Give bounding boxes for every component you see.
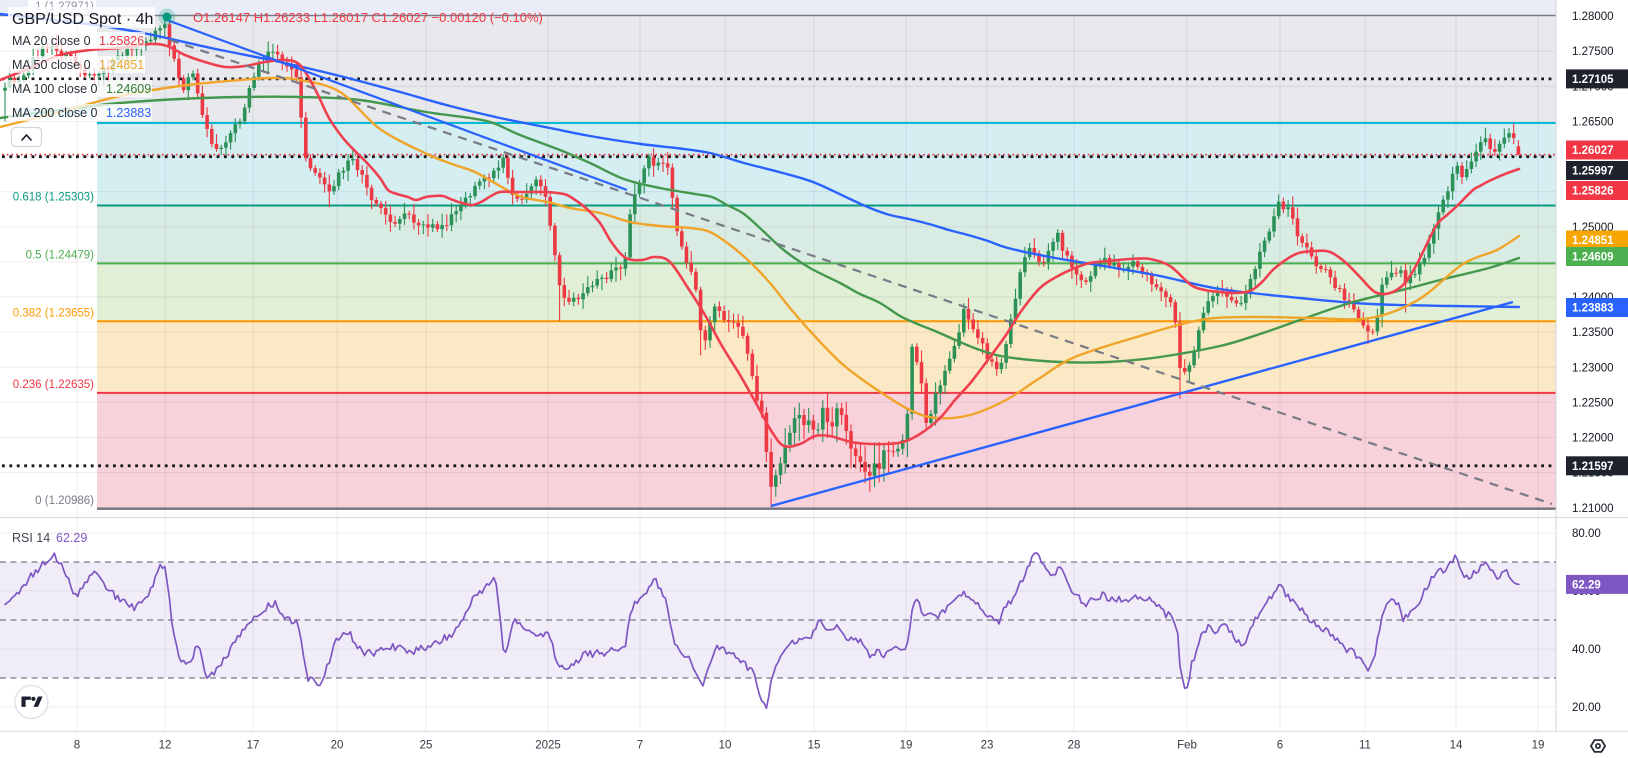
svg-text:1.23000: 1.23000 <box>1572 362 1614 374</box>
svg-text:1.24609: 1.24609 <box>1572 252 1614 264</box>
svg-text:1.27105: 1.27105 <box>1572 74 1614 86</box>
svg-text:MA 200 close 0: MA 200 close 0 <box>12 106 98 120</box>
svg-text:MA 100 close 0: MA 100 close 0 <box>12 82 98 96</box>
svg-text:1.22000: 1.22000 <box>1572 433 1614 445</box>
svg-text:1.21597: 1.21597 <box>1572 461 1614 473</box>
svg-text:2025: 2025 <box>535 740 561 752</box>
svg-text:O1.26147 H1.26233 L1.26017 C1.: O1.26147 H1.26233 L1.26017 C1.26027 −0.0… <box>193 10 543 25</box>
svg-text:0 (1.20986): 0 (1.20986) <box>35 495 94 507</box>
svg-text:1.24851: 1.24851 <box>99 58 144 72</box>
svg-text:1.24609: 1.24609 <box>106 82 151 96</box>
svg-text:0.382 (1.23655): 0.382 (1.23655) <box>13 308 94 320</box>
svg-text:20.00: 20.00 <box>1572 702 1601 714</box>
svg-text:7: 7 <box>637 740 643 752</box>
svg-text:40.00: 40.00 <box>1572 644 1601 656</box>
svg-text:62.29: 62.29 <box>1572 579 1601 591</box>
svg-text:28: 28 <box>1068 740 1081 752</box>
svg-text:12: 12 <box>159 740 172 752</box>
svg-text:0.5 (1.24479): 0.5 (1.24479) <box>26 250 95 262</box>
svg-text:17: 17 <box>247 740 260 752</box>
svg-text:80.00: 80.00 <box>1572 528 1601 540</box>
svg-text:14: 14 <box>1450 740 1463 752</box>
svg-text:6: 6 <box>1277 740 1283 752</box>
svg-text:MA 50 close 0: MA 50 close 0 <box>12 58 91 72</box>
svg-text:0.236 (1.22635): 0.236 (1.22635) <box>13 379 94 391</box>
svg-text:1.26500: 1.26500 <box>1572 116 1614 128</box>
svg-text:1.25826: 1.25826 <box>99 34 144 48</box>
svg-text:1.25997: 1.25997 <box>1572 166 1614 178</box>
svg-text:19: 19 <box>900 740 913 752</box>
svg-text:RSI 14: RSI 14 <box>12 531 50 545</box>
svg-text:MA 20 close 0: MA 20 close 0 <box>12 34 91 48</box>
svg-text:25: 25 <box>420 740 433 752</box>
svg-text:0.618 (1.25303): 0.618 (1.25303) <box>13 192 94 204</box>
svg-text:8: 8 <box>74 740 80 752</box>
svg-text:Feb: Feb <box>1177 740 1197 752</box>
svg-text:1.23883: 1.23883 <box>1572 303 1614 315</box>
svg-text:1.26027: 1.26027 <box>1572 145 1614 157</box>
svg-text:11: 11 <box>1359 740 1371 752</box>
svg-text:1.27500: 1.27500 <box>1572 46 1614 58</box>
svg-text:1.23500: 1.23500 <box>1572 327 1614 339</box>
svg-text:1.24851: 1.24851 <box>1572 235 1614 247</box>
svg-text:20: 20 <box>331 740 344 752</box>
svg-text:1.23883: 1.23883 <box>106 106 151 120</box>
svg-text:19: 19 <box>1532 740 1545 752</box>
svg-text:1.25826: 1.25826 <box>1572 186 1614 198</box>
svg-text:10: 10 <box>719 740 732 752</box>
svg-text:1.22500: 1.22500 <box>1572 397 1614 409</box>
svg-text:GBP/USD Spot · 4h: GBP/USD Spot · 4h <box>12 11 153 28</box>
svg-text:62.29: 62.29 <box>56 531 87 545</box>
svg-text:1.21000: 1.21000 <box>1572 503 1614 515</box>
svg-text:15: 15 <box>808 740 821 752</box>
svg-text:1.28000: 1.28000 <box>1572 11 1614 23</box>
svg-text:23: 23 <box>981 740 994 752</box>
